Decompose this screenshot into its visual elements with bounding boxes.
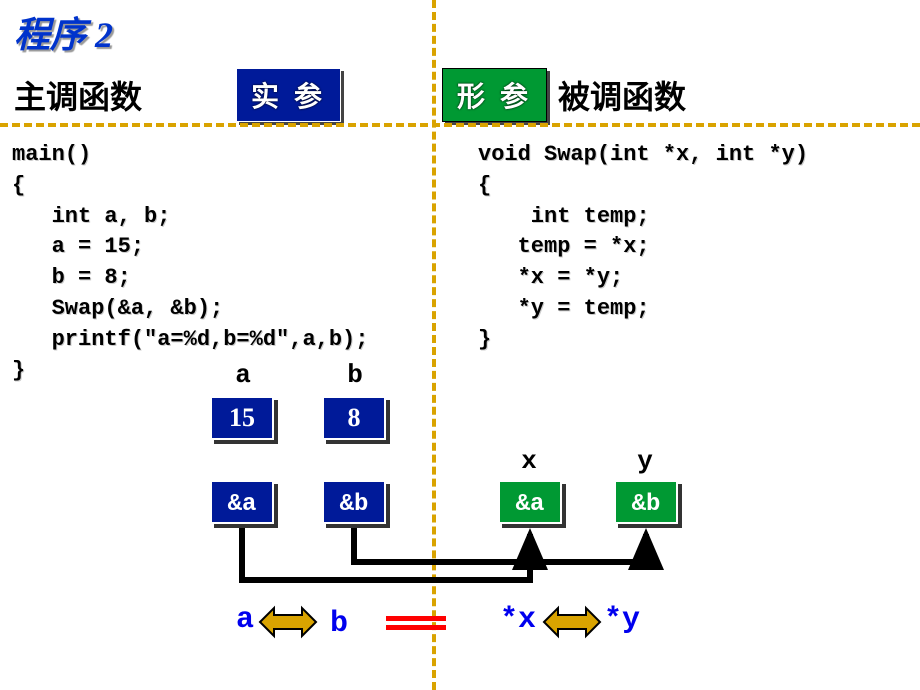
eq-a: a bbox=[236, 603, 254, 637]
ptr-x-text: &a bbox=[516, 491, 545, 518]
tag-actual-params: 实 参 bbox=[236, 68, 341, 122]
val-a-text: 15 bbox=[229, 403, 255, 432]
var-label-a: a bbox=[228, 360, 258, 390]
heading-callee: 被调函数 bbox=[558, 72, 686, 118]
slide-title: 程序 2 bbox=[14, 6, 113, 58]
double-arrow-right-icon bbox=[542, 604, 602, 640]
code-main: main() { int a, b; a = 15; b = 8; Swap(&… bbox=[12, 140, 368, 386]
addr-a-text: &a bbox=[228, 491, 257, 518]
ptr-y: &b bbox=[614, 480, 678, 524]
val-b: 8 bbox=[322, 396, 386, 440]
code-swap: void Swap(int *x, int *y) { int temp; te… bbox=[478, 140, 808, 356]
eq-sx: *x bbox=[500, 603, 536, 637]
ptr-x: &a bbox=[498, 480, 562, 524]
eq-b: b bbox=[330, 607, 348, 641]
ptr-y-text: &b bbox=[632, 491, 661, 518]
addr-b: &b bbox=[322, 480, 386, 524]
divider-vertical bbox=[432, 0, 436, 690]
var-label-y: y bbox=[630, 446, 660, 476]
tag-formal-params: 形 参 bbox=[442, 68, 547, 122]
double-arrow-left-icon bbox=[258, 604, 318, 640]
var-label-b: b bbox=[340, 360, 370, 390]
equals-icon bbox=[386, 612, 446, 634]
val-b-text: 8 bbox=[348, 403, 361, 432]
val-a: 15 bbox=[210, 396, 274, 440]
var-label-x: x bbox=[514, 446, 544, 476]
addr-b-text: &b bbox=[340, 491, 369, 518]
eq-sy: *y bbox=[604, 603, 640, 637]
divider-horizontal bbox=[0, 123, 920, 127]
addr-a: &a bbox=[210, 480, 274, 524]
heading-caller: 主调函数 bbox=[14, 72, 142, 118]
